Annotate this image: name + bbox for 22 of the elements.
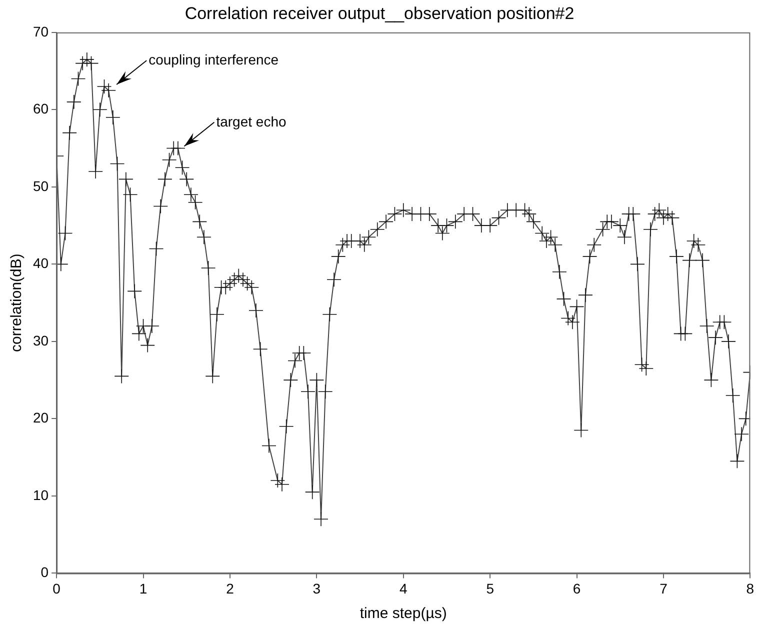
x-tick-label: 5: [486, 580, 494, 596]
x-axis-title: time step(µs): [360, 605, 447, 622]
y-tick-label: 40: [32, 255, 49, 272]
annotation: target echo: [216, 113, 286, 130]
y-tick-label: 10: [32, 486, 49, 503]
x-tick-label: 3: [312, 580, 321, 596]
y-tick-label: 0: [40, 564, 49, 580]
y-tick-label: 30: [32, 332, 49, 348]
x-tick-label: 4: [399, 580, 408, 596]
x-tick-label: 6: [572, 580, 581, 596]
x-tick-label: 2: [226, 580, 234, 596]
x-tick-label: 0: [52, 580, 61, 596]
y-tick-label: 70: [32, 23, 49, 40]
x-tick-label: 8: [746, 580, 754, 596]
x-tick-label: 1: [139, 580, 148, 596]
x-tick-label: 7: [660, 580, 668, 596]
y-tick-label: 50: [32, 178, 49, 194]
annotation: coupling interference: [148, 51, 279, 68]
chart-title: Correlation receiver output__observation position#2: [184, 4, 574, 23]
y-tick-label: 60: [32, 100, 49, 117]
y-tick-label: 20: [32, 410, 49, 426]
y-axis-title: correlation(dB): [8, 254, 26, 352]
